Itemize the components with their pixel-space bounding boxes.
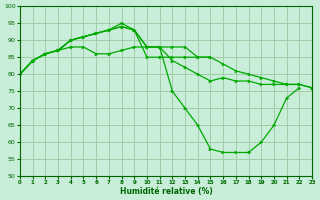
- X-axis label: Humidité relative (%): Humidité relative (%): [120, 187, 212, 196]
